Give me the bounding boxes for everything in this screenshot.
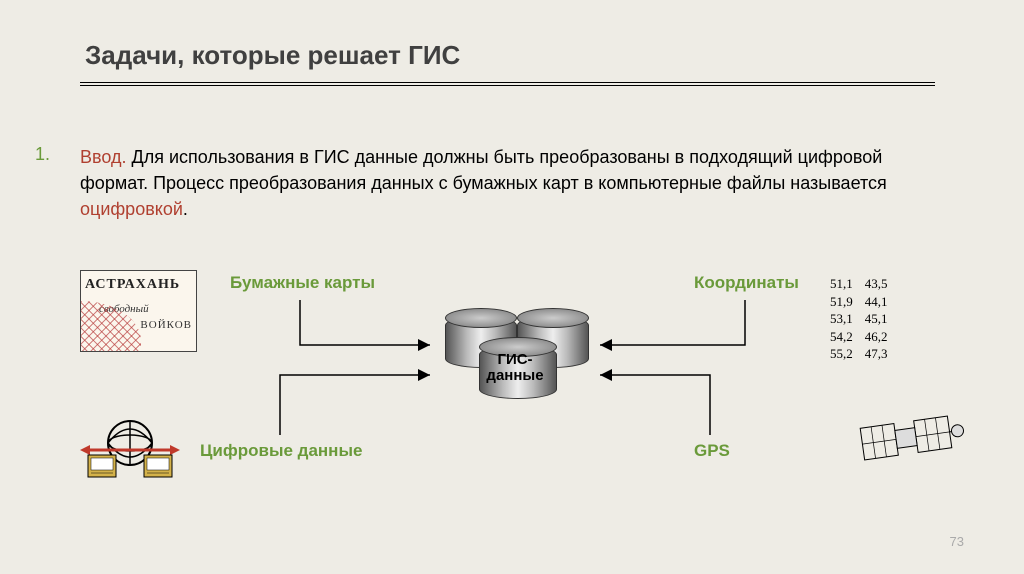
- label-gps: GPS: [694, 441, 730, 461]
- table-row: 51,944,1: [830, 293, 900, 311]
- gis-db-label: ГИС-данные: [435, 352, 595, 384]
- coordinates-table: 51,143,551,944,153,145,154,246,255,247,3: [830, 275, 900, 363]
- table-row: 51,143,5: [830, 275, 900, 293]
- title-underline: [80, 82, 935, 86]
- digital-data-image: [80, 410, 180, 485]
- paper-map-text-top: АСТРАХАНЬ: [85, 277, 180, 293]
- page-number: 73: [950, 534, 964, 549]
- table-cell: 53,1: [830, 310, 865, 328]
- table-cell: 44,1: [865, 293, 900, 311]
- body-tail: .: [183, 199, 188, 219]
- label-digital-data: Цифровые данные: [200, 441, 362, 461]
- body-main: Для использования в ГИС данные должны бы…: [80, 147, 887, 193]
- table-cell: 47,3: [865, 345, 900, 363]
- paper-map-text-bot: ВОЙКОВ: [140, 319, 192, 331]
- page-title: Задачи, которые решает ГИС: [85, 40, 460, 71]
- label-paper-maps: Бумажные карты: [230, 273, 375, 293]
- table-cell: 51,1: [830, 275, 865, 293]
- satellite-image: [844, 400, 974, 480]
- body-text: Ввод. Для использования в ГИС данные дол…: [80, 144, 940, 222]
- paper-map-text-mid: свободный: [99, 303, 149, 315]
- table-cell: 55,2: [830, 345, 865, 363]
- label-coordinates: Координаты: [694, 273, 799, 293]
- table-row: 54,246,2: [830, 328, 900, 346]
- table-cell: 45,1: [865, 310, 900, 328]
- table-cell: 46,2: [865, 328, 900, 346]
- list-number: 1.: [35, 144, 50, 165]
- table-row: 55,247,3: [830, 345, 900, 363]
- gis-database-icon: ГИС-данные: [435, 310, 595, 420]
- keyword: оцифровкой: [80, 199, 183, 219]
- table-cell: 51,9: [830, 293, 865, 311]
- table-row: 53,145,1: [830, 310, 900, 328]
- paper-map-image: АСТРАХАНЬ свободный ВОЙКОВ: [80, 270, 197, 352]
- lead-word: Ввод.: [80, 147, 127, 167]
- table-cell: 43,5: [865, 275, 900, 293]
- table-cell: 54,2: [830, 328, 865, 346]
